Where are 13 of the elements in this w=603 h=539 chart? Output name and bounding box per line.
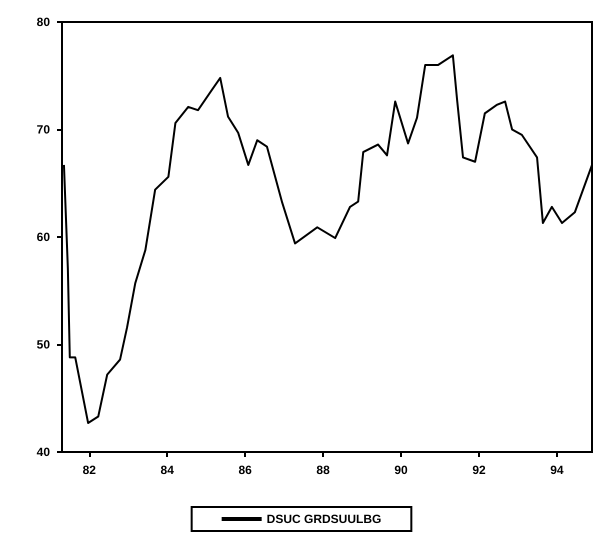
x-tick-label: 92	[472, 463, 486, 477]
y-tick-label: 70	[36, 122, 50, 136]
y-tick-label: 80	[36, 15, 50, 29]
x-tick-label: 94	[550, 463, 564, 477]
x-tick-label: 90	[394, 463, 408, 477]
y-tick-label: 40	[36, 445, 50, 459]
y-tick-label: 50	[36, 338, 50, 352]
x-tick-label: 86	[238, 463, 252, 477]
x-tick-label: 88	[316, 463, 330, 477]
y-tick-label: 60	[36, 230, 50, 244]
x-tick-label: 82	[82, 463, 96, 477]
legend-label: DSUC GRDSUULBG	[266, 512, 382, 526]
x-tick-label: 84	[160, 463, 174, 477]
